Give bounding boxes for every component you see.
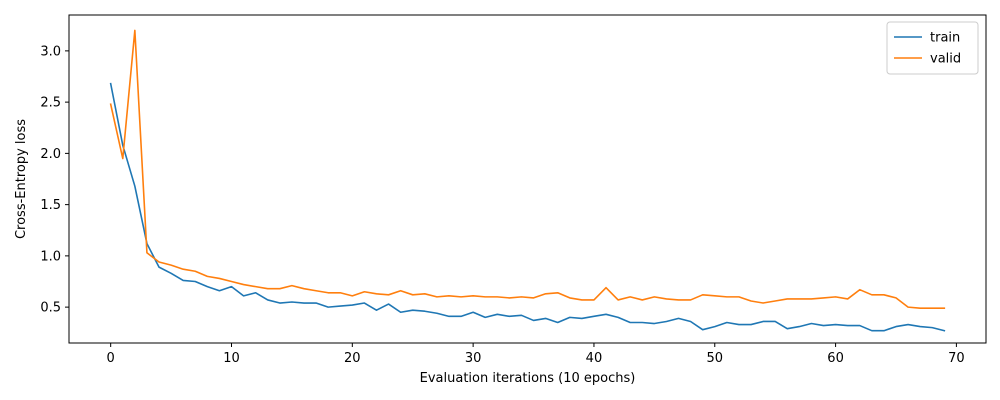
legend-label-valid: valid (930, 52, 961, 67)
x-tick-label: 50 (706, 351, 723, 366)
axes-frame (68, 14, 987, 344)
x-tick-label: 40 (586, 351, 603, 366)
x-tick-label: 60 (827, 351, 844, 366)
series-line-train (109, 82, 946, 332)
x-tick-label: 10 (223, 351, 240, 366)
x-tick-label: 0 (107, 351, 115, 366)
y-axis: 0.5 1.0 1.5 2.0 2.5 3.0 (40, 44, 69, 316)
y-axis-label: Cross-Entropy loss (14, 119, 29, 239)
x-tick-label: 70 (948, 351, 965, 366)
y-tick-label: 0.5 (40, 301, 61, 316)
y-tick-label: 1.5 (40, 198, 61, 213)
legend: train valid (886, 21, 979, 75)
y-tick-label: 1.0 (40, 249, 61, 264)
y-tick-label: 2.5 (40, 96, 61, 111)
legend-box (886, 21, 979, 75)
legend-label-train: train (930, 31, 960, 46)
x-axis: 0 10 20 30 40 50 60 70 (107, 343, 965, 366)
x-tick-label: 20 (344, 351, 361, 366)
y-tick-label: 3.0 (40, 44, 61, 59)
series-line-valid (109, 29, 946, 309)
x-tick-label: 30 (465, 351, 482, 366)
series-layer (109, 29, 946, 332)
x-axis-label: Evaluation iterations (10 epochs) (420, 371, 636, 386)
y-tick-label: 2.0 (40, 147, 61, 162)
